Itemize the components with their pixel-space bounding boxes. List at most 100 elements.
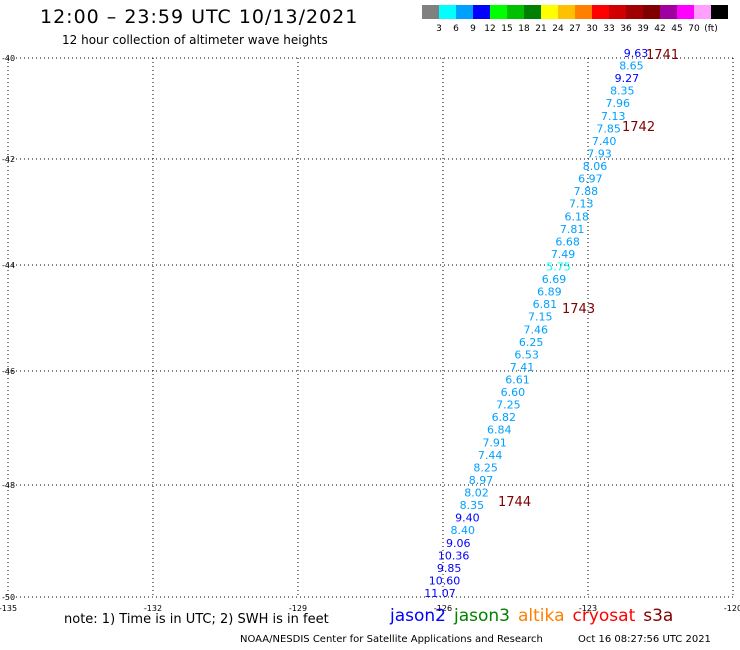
color-swatch (592, 5, 609, 19)
wave-height-value: 6.82 (492, 411, 517, 424)
color-scale-legend: 3 6 9 12 15 18 21 24 27 30 33 36 39 42 45 70 (ft) (422, 5, 728, 34)
color-swatch (575, 5, 592, 19)
wave-height-value: 8.06 (583, 160, 608, 173)
wave-height-value: 6.69 (542, 273, 567, 286)
color-scale-label: 36 (620, 24, 632, 34)
wave-height-value: 8.65 (619, 60, 644, 73)
latitude-label: -48 (2, 481, 15, 490)
wave-height-value: 7.25 (496, 399, 521, 412)
wave-height-value: 7.93 (587, 147, 612, 160)
wave-height-value: 9.85 (437, 562, 462, 575)
color-swatch (626, 5, 643, 19)
wave-height-value: 7.85 (596, 122, 621, 135)
pass-label: 1742 (622, 120, 655, 135)
latitude-label: -42 (2, 155, 15, 164)
wave-height-value: 9.27 (615, 72, 640, 85)
color-swatch (507, 5, 524, 19)
wave-height-value: 7.44 (478, 449, 503, 462)
wave-height-value: 7.81 (560, 223, 585, 236)
color-swatch (473, 5, 490, 19)
color-swatch (711, 5, 728, 19)
wave-height-value: 6.18 (564, 210, 589, 223)
wave-height-value: 8.97 (469, 474, 494, 487)
wave-height-value: 8.40 (451, 524, 476, 537)
wave-height-value: 6.60 (501, 386, 526, 399)
wave-height-value: 9.40 (455, 512, 480, 525)
page-subtitle: 12 hour collection of altimeter wave hei… (62, 33, 328, 47)
wave-height-value: 8.35 (610, 85, 635, 98)
wave-height-value: 6.25 (519, 336, 544, 349)
color-swatch (439, 5, 456, 19)
longitude-label: -123 (579, 604, 597, 613)
legend-jason2: jason2 (390, 606, 446, 626)
latitude-label: -44 (2, 261, 15, 270)
wave-height-value: 6.97 (578, 173, 603, 186)
color-scale-label: 21 (535, 24, 546, 34)
wave-height-value: 5.75 (546, 260, 571, 273)
wave-height-value: 10.36 (438, 549, 470, 562)
wave-height-value: 7.15 (528, 311, 553, 324)
wave-height-value: 7.96 (606, 97, 631, 110)
color-scale-label: 70 (688, 24, 700, 34)
wave-height-value: 8.02 (464, 487, 489, 500)
longitude-label: -135 (0, 604, 17, 613)
wave-height-value: 7.91 (482, 436, 507, 449)
color-scale-label: 12 (484, 24, 495, 34)
satellite-legend: jason2 jason3 altika cryosat s3a (390, 606, 681, 626)
color-swatch (609, 5, 626, 19)
legend-jason3: jason3 (454, 606, 510, 626)
wave-height-value: 8.35 (460, 499, 485, 512)
color-scale-label: 45 (671, 24, 682, 34)
longitude-label: -126 (434, 604, 452, 613)
latitude-label: -46 (2, 367, 15, 376)
wave-height-value: 6.81 (533, 298, 558, 311)
wave-height-value: 7.13 (601, 110, 626, 123)
legend-altika: altika (518, 606, 565, 626)
color-scale-label: 24 (552, 24, 564, 34)
latitude-label: -50 (2, 593, 15, 602)
wave-height-value: 7.46 (523, 323, 548, 336)
credit-text: NOAA/NESDIS Center for Satellite Applica… (240, 634, 543, 645)
pass-label: 1743 (562, 302, 595, 317)
color-scale-unit: (ft) (704, 24, 718, 34)
color-scale-label: 6 (453, 24, 459, 34)
wave-height-value: 6.53 (514, 348, 539, 361)
longitude-label: -132 (144, 604, 162, 613)
wave-height-value: 7.41 (510, 361, 535, 374)
color-scale-label: 42 (654, 24, 665, 34)
color-scale-label: 27 (569, 24, 580, 34)
wave-height-value: 7.40 (592, 135, 617, 148)
color-swatch (558, 5, 575, 19)
wave-height-value: 7.88 (574, 185, 599, 198)
color-scale-label: 30 (586, 24, 598, 34)
color-swatch (660, 5, 677, 19)
color-scale-label: 33 (603, 24, 614, 34)
wave-height-value: 9.63 (624, 47, 649, 60)
color-swatch (541, 5, 558, 19)
wave-height-value: 6.89 (537, 286, 562, 299)
pass-label: 1741 (646, 48, 679, 63)
color-swatch (422, 5, 439, 19)
color-swatch (456, 5, 473, 19)
wave-height-value: 11.07 (424, 587, 456, 600)
color-scale-label: 18 (518, 24, 530, 34)
color-swatch (694, 5, 711, 19)
footer-note: note: 1) Time is in UTC; 2) SWH is in fe… (64, 612, 329, 627)
color-swatch (490, 5, 507, 19)
color-swatch (524, 5, 541, 19)
wave-height-value: 6.68 (555, 235, 580, 248)
wave-height-value: 9.06 (446, 537, 471, 550)
wave-height-value: 6.61 (505, 374, 530, 387)
color-scale-label: 3 (436, 24, 442, 34)
color-scale-label: 9 (470, 24, 476, 34)
wave-height-value: 7.49 (551, 248, 576, 261)
legend-s3a: s3a (643, 606, 674, 626)
longitude-label: -120 (724, 604, 740, 613)
pass-label: 1744 (498, 495, 531, 510)
wave-height-value: 7.13 (569, 198, 594, 211)
latitude-label: -40 (2, 54, 15, 63)
page-title: 12:00 – 23:59 UTC 10/13/2021 (40, 6, 359, 28)
color-scale-label: 15 (501, 24, 512, 34)
legend-cryosat: cryosat (572, 606, 636, 626)
